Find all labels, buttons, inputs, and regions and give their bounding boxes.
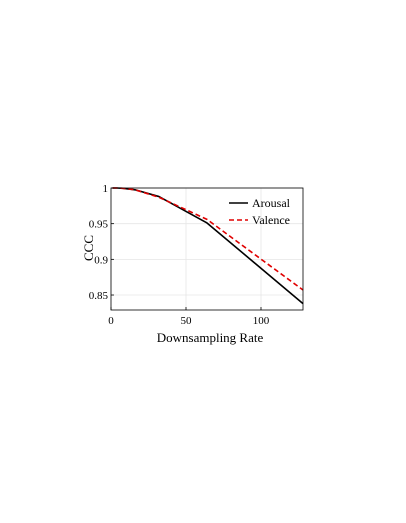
tick-labels: 0 50 100 0.85 0.9 0.95 1 bbox=[89, 183, 270, 327]
x-tick-label: 50 bbox=[181, 315, 193, 327]
axes bbox=[110, 187, 304, 311]
y-axis-label: CCC bbox=[81, 235, 96, 261]
plot-frame bbox=[110, 187, 304, 311]
legend-label-valence: Valence bbox=[252, 213, 290, 227]
y-tick-label: 0.95 bbox=[89, 219, 109, 231]
x-axis-label: Downsampling Rate bbox=[157, 330, 264, 345]
y-tick-label: 0.85 bbox=[89, 290, 109, 302]
x-tick-label: 0 bbox=[108, 315, 114, 327]
y-tick-label: 1 bbox=[103, 183, 109, 195]
x-tick-label: 100 bbox=[253, 315, 270, 327]
legend: Arousal Valence bbox=[229, 196, 291, 227]
y-tick-label: 0.9 bbox=[94, 254, 108, 266]
legend-label-arousal: Arousal bbox=[252, 196, 291, 210]
